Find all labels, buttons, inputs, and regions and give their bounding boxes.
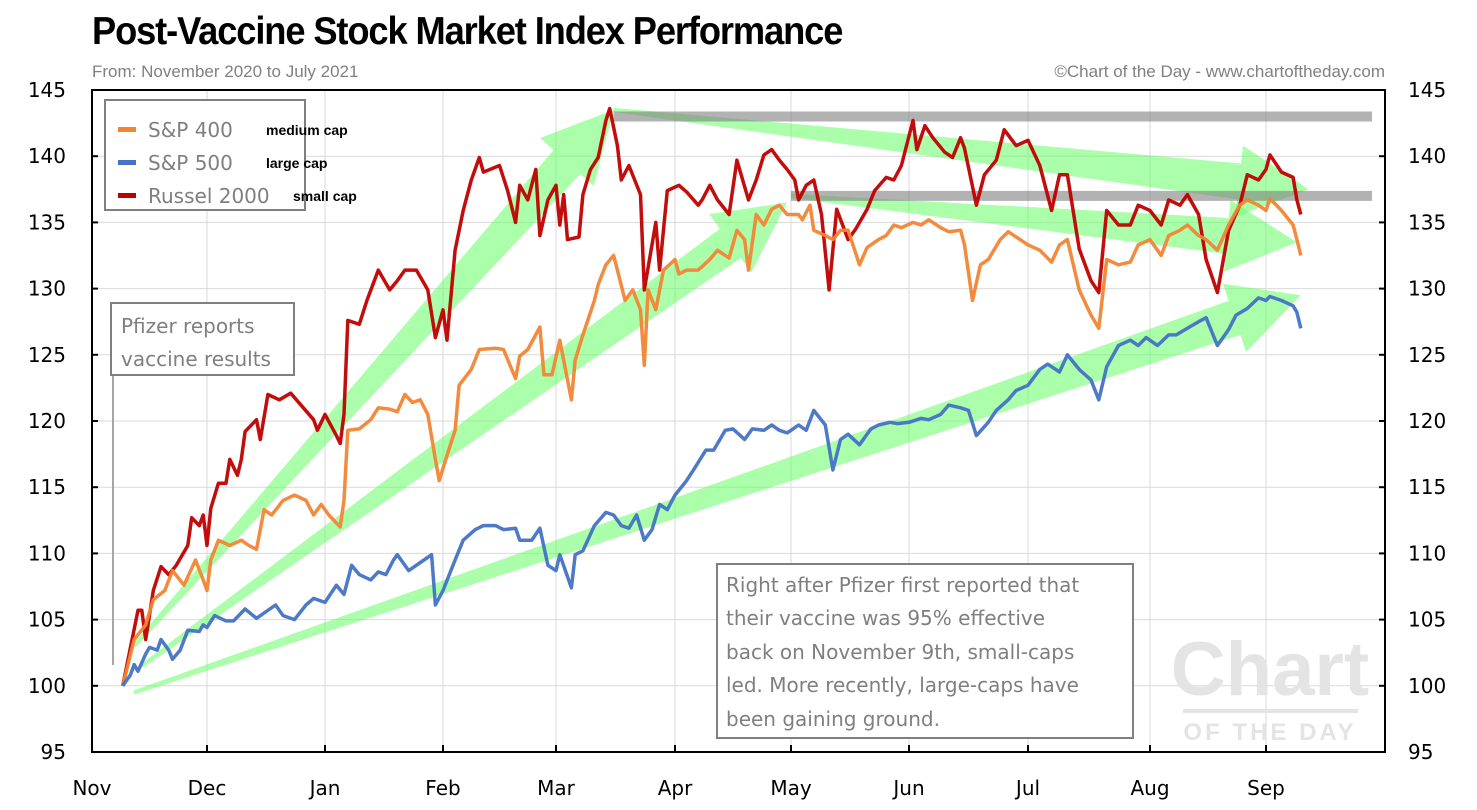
x-tick-label: Jul: [1014, 776, 1040, 800]
y-tick-label: 115: [28, 475, 66, 499]
x-tick-label: Feb: [425, 776, 460, 800]
trend-arrows: [132, 107, 1309, 695]
series-lines: [120, 106, 1303, 687]
watermark-bar: [1183, 709, 1358, 713]
y-tick-label: 135: [28, 210, 66, 234]
x-tick-label: Nov: [72, 776, 111, 800]
legend-sublabel: small cap: [293, 188, 357, 204]
y-tick-label: 95: [41, 740, 66, 764]
watermark-logo: Chart OF THE DAY: [1171, 627, 1369, 746]
y-tick-label: 105: [1408, 608, 1446, 632]
series-line-russell: [120, 106, 1303, 687]
pfizer-label-line: vaccine results: [121, 347, 271, 371]
legend-label: S&P 400: [148, 118, 233, 142]
resistance-lines: [613, 111, 1372, 201]
watermark-line1: Chart: [1171, 627, 1369, 712]
y-tick-label: 110: [1408, 541, 1446, 565]
x-tick-label: May: [770, 776, 812, 800]
chart-credit: ©Chart of the Day - www.chartoftheday.co…: [1054, 62, 1385, 81]
summary-note: Right after Pfizer first reported that t…: [716, 563, 1134, 739]
legend-label: Russel 2000: [148, 184, 270, 208]
trend-arrow: [613, 107, 1309, 218]
pfizer-annotation: Pfizer reports vaccine results: [110, 302, 295, 665]
note-line: led. More recently, large-caps have: [726, 673, 1079, 697]
y-tick-label: 120: [1408, 409, 1446, 433]
legend-sublabel: large cap: [266, 155, 327, 171]
y-tick-label: 145: [28, 78, 66, 102]
series-line-sp400: [121, 196, 1303, 687]
y-tick-label: 120: [28, 409, 66, 433]
y-tick-label: 140: [1408, 144, 1446, 168]
trend-arrow: [790, 193, 1297, 272]
y-axis-right: 95 100 105 110 115 120 125 130 135 140 145: [1379, 78, 1446, 764]
y-tick-label: 105: [28, 608, 66, 632]
x-tick-label: Jun: [891, 776, 924, 800]
x-tick-label: Dec: [188, 776, 227, 800]
pfizer-label-line: Pfizer reports: [121, 314, 255, 338]
y-tick-label: 125: [1408, 343, 1446, 367]
x-tick-label: Mar: [537, 776, 576, 800]
watermark-line2: OF THE DAY: [1183, 719, 1356, 746]
chart-title: Post-Vaccine Stock Market Index Performa…: [92, 10, 843, 53]
x-tick-label: Jan: [308, 776, 341, 800]
x-tick-label: Aug: [1130, 776, 1169, 800]
chart-subtitle: From: November 2020 to July 2021: [92, 62, 359, 81]
x-tick-label: Apr: [658, 776, 693, 800]
y-tick-label: 130: [1408, 277, 1446, 301]
trend-arrow: [140, 202, 788, 668]
y-tick-label: 130: [28, 277, 66, 301]
y-tick-label: 115: [1408, 475, 1446, 499]
legend-sublabel: medium cap: [266, 122, 348, 138]
y-axis-left: 95 100 105 110 115 120 125 130 135 140 145: [28, 78, 98, 764]
legend-swatch-russell: [118, 193, 136, 198]
y-tick-label: 100: [1408, 674, 1446, 698]
note-line: back on November 9th, small-caps: [726, 640, 1074, 664]
trend-arrow: [132, 109, 614, 648]
x-axis: Nov Dec Jan Feb Mar Apr May Jun Jul Aug Sep: [72, 745, 1285, 800]
x-tick-label: Sep: [1247, 776, 1285, 800]
y-tick-label: 135: [1408, 210, 1446, 234]
y-tick-label: 140: [28, 144, 66, 168]
series-line-sp500: [121, 294, 1303, 687]
note-line: been gaining ground.: [726, 707, 940, 731]
trend-arrow: [133, 283, 1301, 695]
y-tick-label: 100: [28, 674, 66, 698]
note-line: their vaccine was 95% effective: [726, 606, 1045, 630]
legend-swatch-sp500: [118, 160, 136, 165]
note-line: Right after Pfizer first reported that: [726, 573, 1079, 597]
legend-swatch-sp400: [118, 127, 136, 132]
y-tick-label: 110: [28, 541, 66, 565]
legend: S&P 400 medium cap S&P 500 large cap Russel …: [104, 99, 357, 211]
legend-label: S&P 500: [148, 151, 233, 175]
y-tick-label: 95: [1408, 740, 1433, 764]
y-tick-label: 125: [28, 343, 66, 367]
y-tick-label: 145: [1408, 78, 1446, 102]
